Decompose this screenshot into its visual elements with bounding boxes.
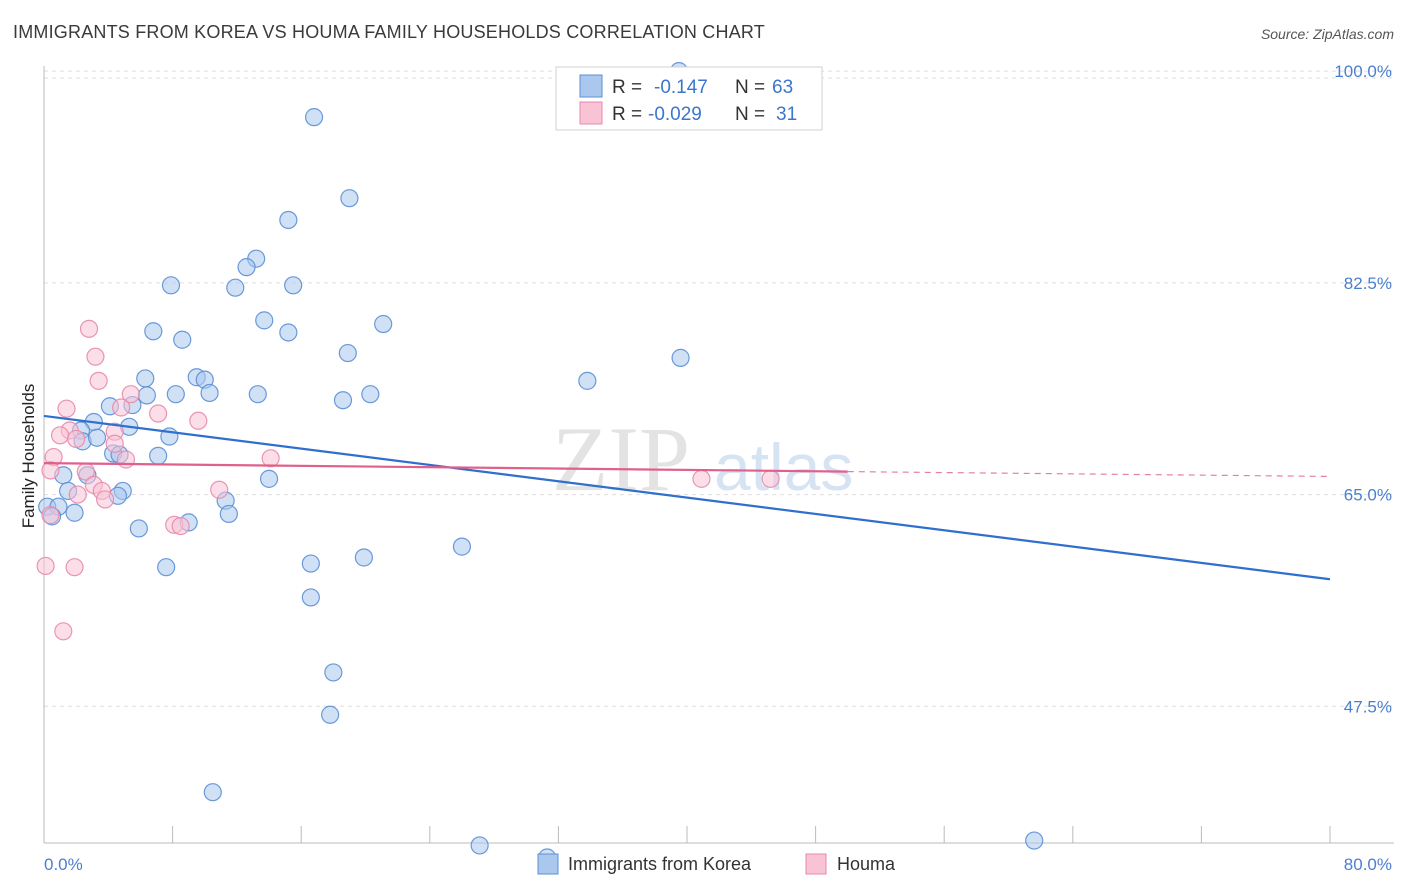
y-tick-label-0: 47.5% <box>1344 697 1392 716</box>
houma-trend-line-extrapolated <box>847 470 1331 478</box>
houma-point-10 <box>50 426 70 445</box>
houma-point-0 <box>79 319 99 338</box>
houma-point-12 <box>105 434 124 453</box>
houma-point-4 <box>112 398 131 417</box>
korea-point-50 <box>129 519 148 538</box>
korea-point-16 <box>136 369 155 388</box>
legend-r-label-houma: R = <box>612 104 642 125</box>
houma-point-18 <box>692 469 711 488</box>
houma-point-27 <box>41 506 60 525</box>
houma-point-30 <box>54 622 73 641</box>
houma-point-23 <box>68 485 87 504</box>
korea-point-12 <box>279 323 298 342</box>
y-tick-label-3: 100.0% <box>1334 62 1392 81</box>
houma-point-24 <box>95 490 115 509</box>
korea-point-25 <box>333 391 353 410</box>
korea-point-51 <box>452 537 472 556</box>
houma-point-15 <box>261 449 280 468</box>
houma-point-22 <box>210 480 229 499</box>
korea-point-5 <box>237 258 256 277</box>
bottom-legend-label-korea: Immigrants from Korea <box>568 854 752 874</box>
korea-point-3 <box>279 210 298 230</box>
korea-point-9 <box>255 311 274 330</box>
houma-point-26 <box>171 516 190 536</box>
y-tick-labels: 47.5% 65.0% 82.5% 100.0% <box>1334 62 1392 716</box>
y-tick-label-2: 82.5% <box>1344 274 1392 293</box>
y-axis-label: Family Households <box>19 384 38 529</box>
korea-point-2 <box>340 189 359 208</box>
x-tick-label-min: 0.0% <box>44 855 83 874</box>
houma-point-11 <box>67 429 86 449</box>
houma-point-28 <box>36 556 55 576</box>
grid-lines <box>44 70 1394 707</box>
legend-n-label-korea: N = <box>735 77 765 98</box>
chart-title: IMMIGRANTS FROM KOREA VS HOUMA FAMILY HO… <box>13 22 765 42</box>
korea-point-56 <box>324 663 343 682</box>
legend-n-value-houma: 31 <box>776 104 797 125</box>
korea-point-22 <box>200 383 219 403</box>
korea-point-36 <box>149 446 168 465</box>
korea-point-14 <box>338 343 357 363</box>
korea-point-7 <box>226 278 245 297</box>
trend-lines <box>43 414 1331 581</box>
legend-r-value-houma: -0.029 <box>648 104 702 125</box>
legend-swatch-houma <box>579 101 603 125</box>
korea-trend-line <box>43 414 1331 581</box>
houma-point-16 <box>41 461 60 480</box>
houma-point-2 <box>89 371 108 390</box>
korea-point-20 <box>166 385 185 404</box>
bottom-legend: Immigrants from Korea Houma <box>537 853 896 875</box>
axes <box>43 66 1394 844</box>
korea-point-55 <box>301 588 320 607</box>
korea-point-52 <box>354 548 373 567</box>
korea-point-13 <box>173 330 192 349</box>
x-tick-label-max: 80.0% <box>1344 855 1392 874</box>
houma-point-7 <box>189 411 208 430</box>
korea-point-46 <box>65 503 84 522</box>
korea-point-19 <box>578 371 597 390</box>
bottom-legend-label-houma: Houma <box>837 854 896 874</box>
korea-point-53 <box>301 554 320 573</box>
korea-point-24 <box>361 385 380 404</box>
chart-source: Source: ZipAtlas.com <box>1261 26 1394 42</box>
korea-point-54 <box>157 558 176 577</box>
houma-point-5 <box>57 399 76 418</box>
legend-n-value-korea: 63 <box>772 77 793 98</box>
legend-r-label-korea: R = <box>612 77 642 98</box>
y-tick-label-1: 65.0% <box>1344 486 1392 505</box>
korea-point-23 <box>248 385 267 404</box>
houma-point-1 <box>86 347 105 366</box>
korea-point-15 <box>671 348 690 367</box>
houma-point-14 <box>116 450 136 469</box>
legend-swatch-korea <box>579 74 603 98</box>
watermark-atlas-text: atlas <box>714 430 853 504</box>
korea-point-61 <box>1025 831 1044 850</box>
watermark-zip-text: ZIP <box>552 408 690 510</box>
houma-point-19 <box>761 469 780 488</box>
houma-point-29 <box>65 558 84 577</box>
houma-point-6 <box>149 404 168 423</box>
korea-point-6 <box>161 276 181 295</box>
houma-points <box>36 319 780 641</box>
korea-point-59 <box>470 836 489 855</box>
korea-point-8 <box>284 276 303 295</box>
legend-r-value-korea: -0.147 <box>654 77 708 98</box>
korea-point-58 <box>203 783 222 802</box>
korea-point-39 <box>259 469 279 488</box>
bottom-legend-swatch-houma <box>805 853 827 875</box>
watermark: ZIP atlas <box>552 408 853 510</box>
korea-point-11 <box>144 322 163 341</box>
korea-point-57 <box>321 705 340 724</box>
legend: R = -0.147 N = 63 R = -0.029 N = 31 <box>555 66 823 131</box>
korea-point-33 <box>87 428 107 447</box>
korea-point-10 <box>374 314 393 334</box>
korea-point-21 <box>137 386 156 405</box>
bottom-legend-swatch-korea <box>537 853 559 875</box>
korea-point-47 <box>219 504 238 524</box>
legend-n-label-houma: N = <box>735 104 765 125</box>
houma-point-3 <box>121 385 140 404</box>
houma-trend-line <box>43 462 848 473</box>
korea-point-1 <box>304 108 324 127</box>
